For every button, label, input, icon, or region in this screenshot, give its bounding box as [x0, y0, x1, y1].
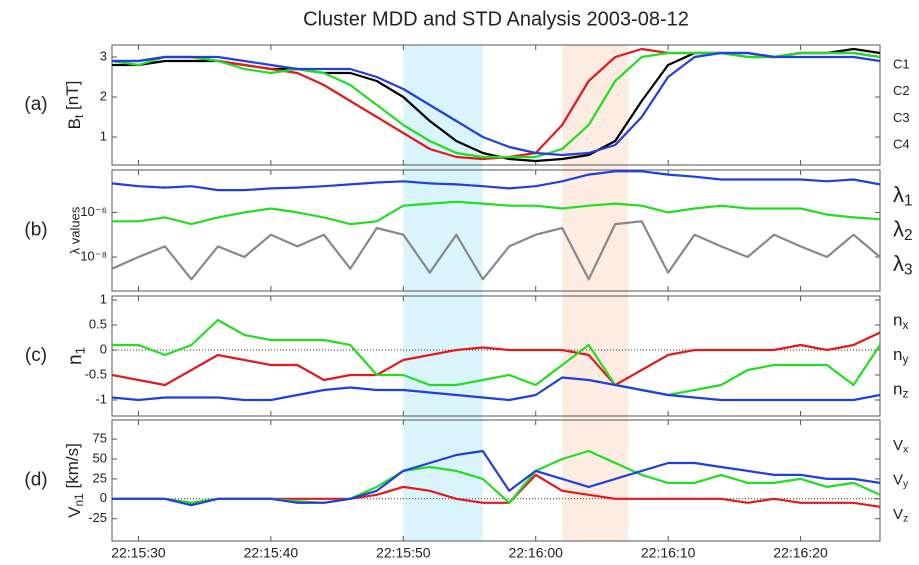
legend-entry: Vy [893, 471, 909, 489]
y-tick-label: 3 [100, 48, 107, 63]
series-line [112, 51, 880, 157]
y-tick-label: 50 [93, 450, 107, 465]
y-axis-label: n1 [65, 347, 87, 365]
y-tick-label: -1 [95, 391, 107, 406]
x-tick-label: 22:16:20 [773, 545, 828, 561]
series-line [112, 47, 880, 163]
legend-entry: C1 [893, 56, 910, 71]
series-line [112, 449, 880, 504]
y-axis-label: λ values [67, 206, 82, 254]
y-tick-label: -0.5 [85, 366, 107, 381]
y-tick-label: 10⁻⁶ [80, 204, 107, 219]
series-line [112, 449, 880, 507]
series-line [112, 376, 880, 402]
legend-entry: λ1 [893, 182, 913, 210]
series-line [112, 331, 880, 387]
series-line [112, 51, 880, 159]
x-tick-label: 22:15:40 [244, 545, 299, 561]
legend-entry: ny [893, 345, 908, 366]
plot-frame [111, 169, 881, 292]
panel-label: (a) [24, 94, 47, 115]
legend-entry: C2 [893, 83, 910, 98]
panel-label: (c) [25, 345, 47, 366]
x-tick-label: 22:16:10 [641, 545, 696, 561]
legend-entry: λ3 [893, 251, 913, 279]
x-tick-label: 22:15:50 [376, 545, 431, 561]
series-line [112, 170, 880, 192]
plot-frame [111, 44, 881, 166]
y-axis-label: Vn1 [km/s] [64, 443, 87, 518]
y-tick-label: 1 [100, 128, 107, 143]
plot-frame [111, 295, 881, 417]
series-line [112, 200, 880, 226]
series-line [112, 220, 880, 281]
panel-label: (b) [24, 220, 47, 241]
legend-entry: nz [893, 380, 908, 401]
x-tick-label: 22:15:30 [111, 545, 166, 561]
y-tick-label: 25 [93, 470, 107, 485]
y-tick-label: 2 [100, 88, 107, 103]
legend-entry: C3 [893, 110, 910, 125]
legend-entry: C4 [893, 136, 910, 151]
plot-frame [111, 419, 881, 542]
x-tick-label: 22:16:00 [508, 545, 563, 561]
chart-title: Cluster MDD and STD Analysis 2003-08-12 [303, 8, 689, 30]
y-tick-label: 75 [93, 431, 107, 446]
y-tick-label: 0 [100, 341, 107, 356]
y-tick-label: -25 [88, 510, 107, 525]
legend-entry: λ2 [893, 216, 913, 244]
panel-label: (d) [24, 470, 47, 491]
series-line [112, 318, 880, 397]
legend-entry: nx [893, 311, 908, 332]
y-axis-label: Bt [nT] [64, 81, 87, 130]
legend-entry: Vx [893, 437, 909, 455]
y-tick-label: 10⁻⁸ [80, 248, 107, 263]
background-layer [403, 45, 629, 541]
y-tick-label: 0.5 [89, 316, 107, 331]
legend-entry: Vz [893, 506, 908, 524]
y-tick-label: 1 [100, 291, 107, 306]
highlight-band [562, 45, 629, 541]
y-tick-label: 0 [100, 490, 107, 505]
